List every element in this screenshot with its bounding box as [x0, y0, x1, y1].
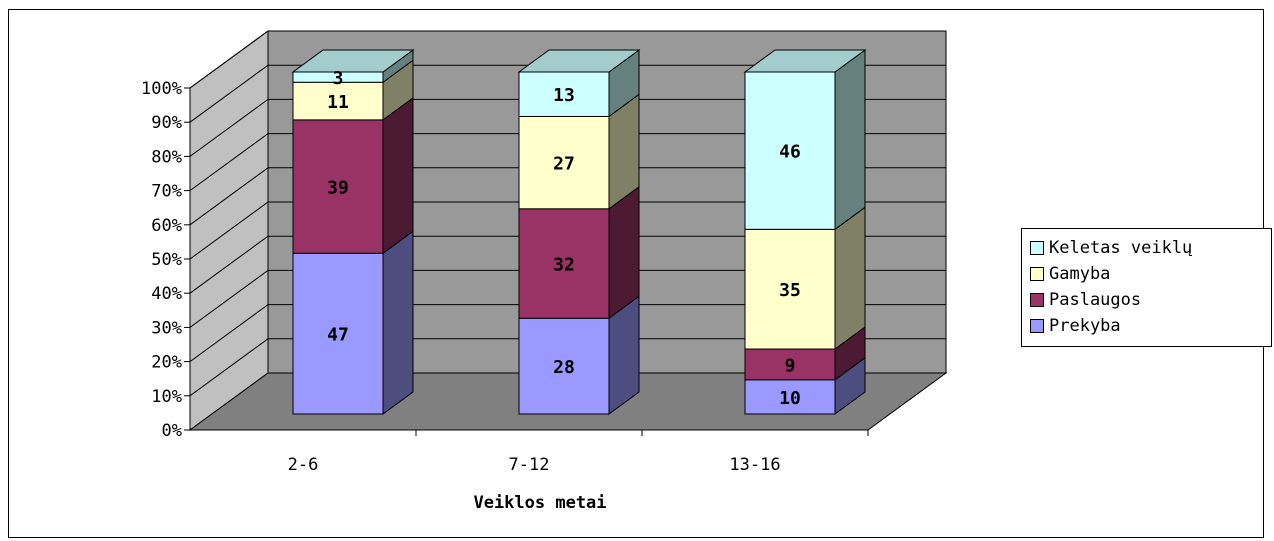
y-tick-label: 100%	[141, 79, 182, 99]
bar-segment-top	[743, 49, 867, 73]
bar-segment-side	[608, 185, 640, 320]
gridline	[189, 338, 946, 397]
bar-segment-top	[517, 49, 641, 73]
legend-swatch	[1030, 319, 1044, 333]
gridline	[189, 269, 946, 328]
x-axis-title: Veiklos metai	[473, 493, 607, 513]
data-label: 35	[779, 280, 801, 301]
bar-segment	[518, 71, 610, 117]
legend-swatch	[1030, 293, 1044, 307]
bar-segment	[744, 228, 836, 350]
bar-segment	[744, 71, 836, 230]
bar-segment-side	[834, 206, 866, 351]
data-label: 27	[553, 154, 575, 175]
y-tick-label: 20%	[151, 353, 182, 373]
legend-item: Prekyba	[1022, 313, 1271, 339]
data-label: 39	[327, 178, 349, 199]
gridline	[189, 133, 946, 192]
bar-segment	[292, 119, 384, 254]
legend-item: Paslaugos	[1022, 287, 1271, 313]
bar-segment	[292, 81, 384, 121]
gridline	[189, 30, 946, 89]
data-label: 47	[327, 325, 349, 346]
x-tick-label: 13-16	[729, 455, 780, 475]
data-label: 11	[327, 92, 349, 113]
x-tick-label: 7-12	[509, 455, 550, 475]
legend: Keletas veiklų Gamyba Paslaugos Prekyba	[1021, 228, 1272, 347]
bar-segment-top	[291, 49, 415, 73]
bar-segment-side	[382, 96, 414, 255]
legend-label: Prekyba	[1049, 316, 1121, 336]
data-label: 3	[333, 68, 344, 89]
legend-item: Keletas veiklų	[1022, 235, 1271, 261]
data-label: 9	[785, 355, 796, 376]
legend-label: Keletas veiklų	[1049, 238, 1193, 258]
y-tick-label: 40%	[151, 284, 182, 304]
bar-segment-side	[382, 230, 414, 415]
legend-label: Gamyba	[1049, 264, 1111, 284]
y-tick-label: 30%	[151, 318, 182, 338]
x-tick-label: 2-6	[288, 455, 319, 475]
gridline	[189, 64, 946, 123]
bar-segment	[744, 379, 836, 415]
gridline	[189, 98, 946, 157]
data-label: 28	[553, 357, 575, 378]
y-tick-label: 10%	[151, 387, 182, 407]
gridline	[189, 235, 946, 294]
data-label: 10	[779, 388, 801, 409]
gridline	[189, 304, 946, 363]
data-label: 46	[779, 142, 801, 163]
y-tick-label: 0%	[162, 421, 182, 441]
data-label: 13	[553, 85, 575, 106]
legend-swatch	[1030, 267, 1044, 281]
bar-segment-side	[834, 49, 866, 231]
legend-label: Paslaugos	[1049, 290, 1142, 310]
y-tick-label: 80%	[151, 147, 182, 167]
gridline	[189, 201, 946, 260]
gridline	[189, 167, 946, 226]
legend-item: Gamyba	[1022, 261, 1271, 287]
y-tick-label: 90%	[151, 113, 182, 133]
legend-swatch	[1030, 241, 1044, 255]
data-label: 32	[553, 255, 575, 276]
y-tick-label: 60%	[151, 216, 182, 236]
y-tick-label: 50%	[151, 250, 182, 270]
y-tick-label: 70%	[151, 182, 182, 202]
